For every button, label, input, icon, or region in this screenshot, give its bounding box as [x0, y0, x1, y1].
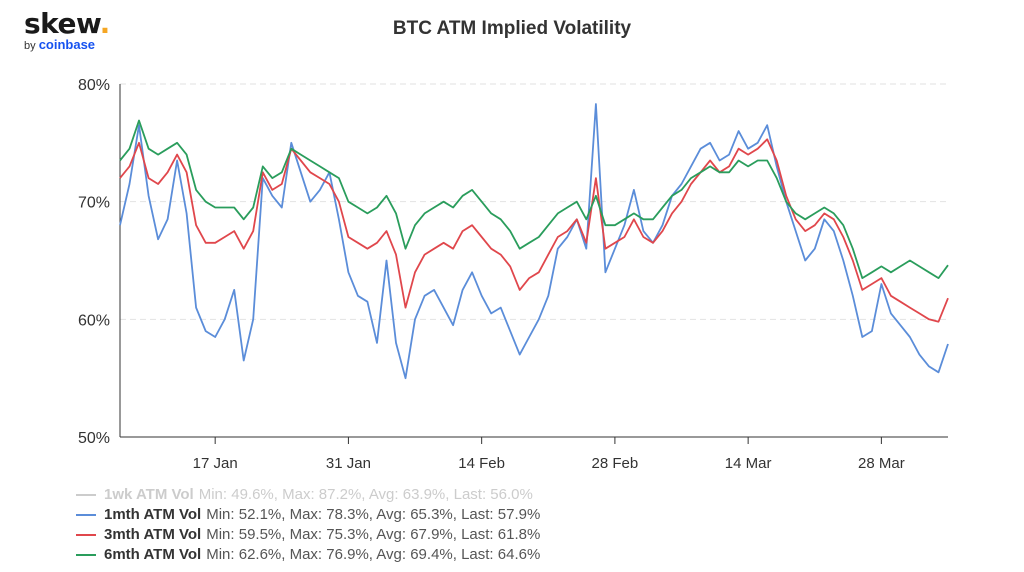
- legend-swatch: [76, 554, 96, 556]
- chart-title: BTC ATM Implied Volatility: [392, 18, 632, 39]
- legend-series-name: 6mth ATM Vol: [104, 546, 202, 563]
- 1mth-atm-vol-line[interactable]: [119, 103, 949, 380]
- x-tick-label: 14 Mar: [725, 455, 772, 472]
- legend-swatch: [76, 494, 96, 496]
- skew-logo: skew. by coinbase: [24, 8, 110, 53]
- x-tick-label: 17 Jan: [193, 455, 238, 472]
- axes: 50% 60% 70% 80% 17 Jan 31 Jan 14 Feb 28 Feb 14 M…: [78, 77, 948, 472]
- legend-item-3mth-atm-vol[interactable]: 3mth ATM Vol Min: 59.5%, Max: 75.3%, Avg:…: [76, 525, 540, 545]
- series-lines[interactable]: [119, 103, 949, 380]
- x-tick-label: 31 Jan: [326, 455, 371, 472]
- legend-series-name: 1mth ATM Vol: [104, 506, 202, 523]
- legend: 1wk ATM Vol Min: 49.6%, Max: 87.2%, Avg: …: [76, 485, 540, 565]
- legend-series-stats: Min: 59.5%, Max: 75.3%, Avg: 67.9%, Last…: [206, 526, 541, 543]
- y-tick-label: 80%: [78, 77, 110, 94]
- logo-wordmark: skew.: [24, 7, 110, 40]
- x-tick-label: 28 Mar: [858, 455, 905, 472]
- legend-series-stats: Min: 49.6%, Max: 87.2%, Avg: 63.9%, Last…: [198, 486, 533, 503]
- legend-swatch: [76, 534, 96, 536]
- legend-series-stats: Min: 52.1%, Max: 78.3%, Avg: 65.3%, Last…: [206, 506, 541, 523]
- legend-item-1mth-atm-vol[interactable]: 1mth ATM Vol Min: 52.1%, Max: 78.3%, Avg:…: [76, 505, 540, 525]
- 6mth-atm-vol-line[interactable]: [119, 119, 949, 280]
- y-tick-label: 60%: [78, 312, 110, 329]
- 3mth-atm-vol-line[interactable]: [119, 138, 949, 323]
- grid-lines: [120, 83, 948, 320]
- legend-series-name: 1wk ATM Vol: [104, 486, 194, 503]
- legend-item-6mth-atm-vol[interactable]: 6mth ATM Vol Min: 62.6%, Max: 76.9%, Avg:…: [76, 545, 540, 565]
- legend-series-name: 3mth ATM Vol: [104, 526, 202, 543]
- x-tick-label: 14 Feb: [458, 455, 505, 472]
- legend-item-1wk-atm-vol[interactable]: 1wk ATM Vol Min: 49.6%, Max: 87.2%, Avg: …: [76, 485, 540, 505]
- y-tick-label: 50%: [78, 430, 110, 447]
- logo-byline: by coinbase: [24, 37, 96, 52]
- y-tick-label: 70%: [78, 195, 110, 212]
- legend-series-stats: Min: 62.6%, Max: 76.9%, Avg: 69.4%, Last…: [206, 546, 541, 563]
- x-tick-label: 28 Feb: [592, 455, 639, 472]
- legend-swatch: [76, 514, 96, 516]
